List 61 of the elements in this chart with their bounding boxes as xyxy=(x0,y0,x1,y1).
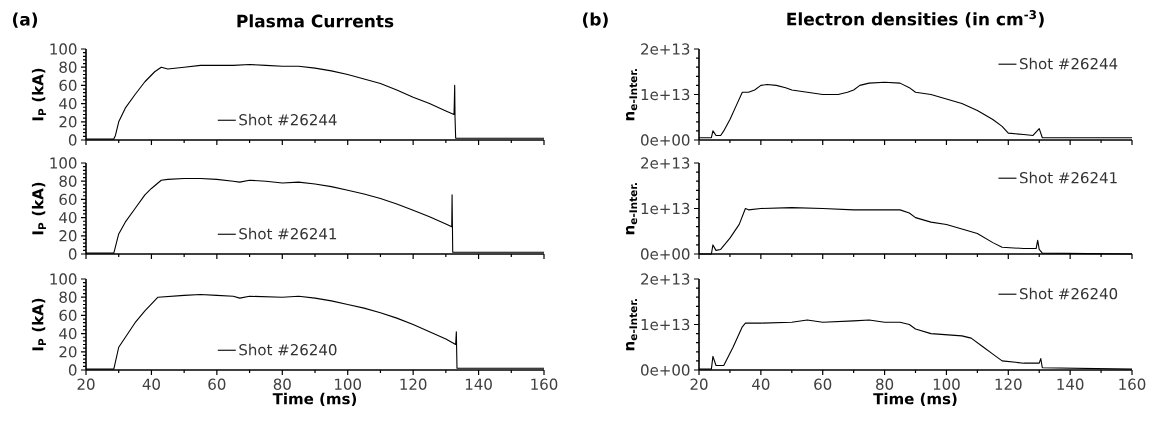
y-tick-label: 40 xyxy=(59,327,77,340)
x-tick-label: 40 xyxy=(752,378,770,390)
y-tick-label: 0 xyxy=(68,134,77,146)
chart-title: Plasma Currents xyxy=(237,14,394,28)
x-tick-label: 100 xyxy=(933,378,960,390)
y-tick-label: 0e+00 xyxy=(641,248,690,260)
x-tick-label: 80 xyxy=(876,378,894,390)
legend-label: Shot #26241 xyxy=(239,227,337,240)
x-tick-label: 20 xyxy=(77,378,95,390)
y-axis-title: I$_{P}$ (kA) xyxy=(31,182,46,235)
y-tick-label: 2e+13 xyxy=(641,43,690,55)
y-axis-title: n$_{e-Inter.}$ xyxy=(625,69,638,121)
legend-label: Shot #26244 xyxy=(1019,57,1118,70)
x-tick-label: 40 xyxy=(142,378,160,390)
y-tick-label: 2e+13 xyxy=(641,273,690,285)
y-tick-label: 80 xyxy=(59,61,77,73)
y-tick-label: 80 xyxy=(59,291,77,303)
y-tick-label: 0e+00 xyxy=(641,134,690,146)
legend-label: Shot #26241 xyxy=(1019,171,1117,184)
y-tick-label: 1e+13 xyxy=(641,88,690,101)
x-tick-label: 120 xyxy=(400,378,427,390)
legend-label: Shot #26244 xyxy=(239,113,337,126)
x-tick-label: 160 xyxy=(531,378,558,390)
y-tick-label: 1e+13 xyxy=(641,202,690,215)
y-tick-label: 2e+13 xyxy=(641,157,690,169)
y-tick-label: 20 xyxy=(59,346,77,358)
y-tick-label: 20 xyxy=(59,230,77,242)
y-axis-title: n$_{e-Inter.}$ xyxy=(625,299,638,351)
y-axis-title: I$_{P}$ (kA) xyxy=(31,68,46,121)
x-tick-label: 80 xyxy=(273,378,291,390)
y-axis-title: n$_{e-Inter.}$ xyxy=(625,183,638,235)
y-tick-label: 0e+00 xyxy=(641,364,690,376)
y-tick-label: 60 xyxy=(59,193,77,206)
x-tick-label: 160 xyxy=(1119,378,1146,390)
y-tick-label: 1e+13 xyxy=(641,318,690,331)
x-tick-label: 120 xyxy=(995,378,1022,390)
y-axis-title: I$_{P}$ (kA) xyxy=(31,298,46,351)
y-tick-label: 80 xyxy=(59,175,77,187)
x-tick-label: 140 xyxy=(465,378,492,390)
y-tick-label: 40 xyxy=(59,97,77,110)
y-tick-label: 60 xyxy=(59,309,77,322)
y-tick-label: 60 xyxy=(59,79,77,92)
y-tick-label: 0 xyxy=(68,364,77,376)
y-tick-label: 40 xyxy=(59,211,77,224)
x-tick-label: 60 xyxy=(814,378,832,390)
text: (b) xyxy=(583,12,608,28)
x-tick-label: 140 xyxy=(1057,378,1084,390)
y-tick-label: 100 xyxy=(50,157,77,169)
x-axis-title: Time (ms) xyxy=(272,392,357,407)
y-tick-label: 100 xyxy=(50,43,77,55)
text: (a) xyxy=(12,12,38,28)
y-tick-label: 20 xyxy=(59,116,77,128)
x-tick-label: 20 xyxy=(690,378,708,390)
chart-title: Electron densities (in cm$^{-3}$) xyxy=(787,10,1044,28)
x-tick-label: 100 xyxy=(335,378,362,390)
x-tick-label: 60 xyxy=(208,378,226,390)
legend-label: Shot #26240 xyxy=(239,343,337,356)
legend-label: Shot #26240 xyxy=(1019,287,1118,300)
y-tick-label: 100 xyxy=(50,273,77,285)
x-axis-title: Time (ms) xyxy=(873,392,957,407)
y-tick-label: 0 xyxy=(68,248,77,260)
